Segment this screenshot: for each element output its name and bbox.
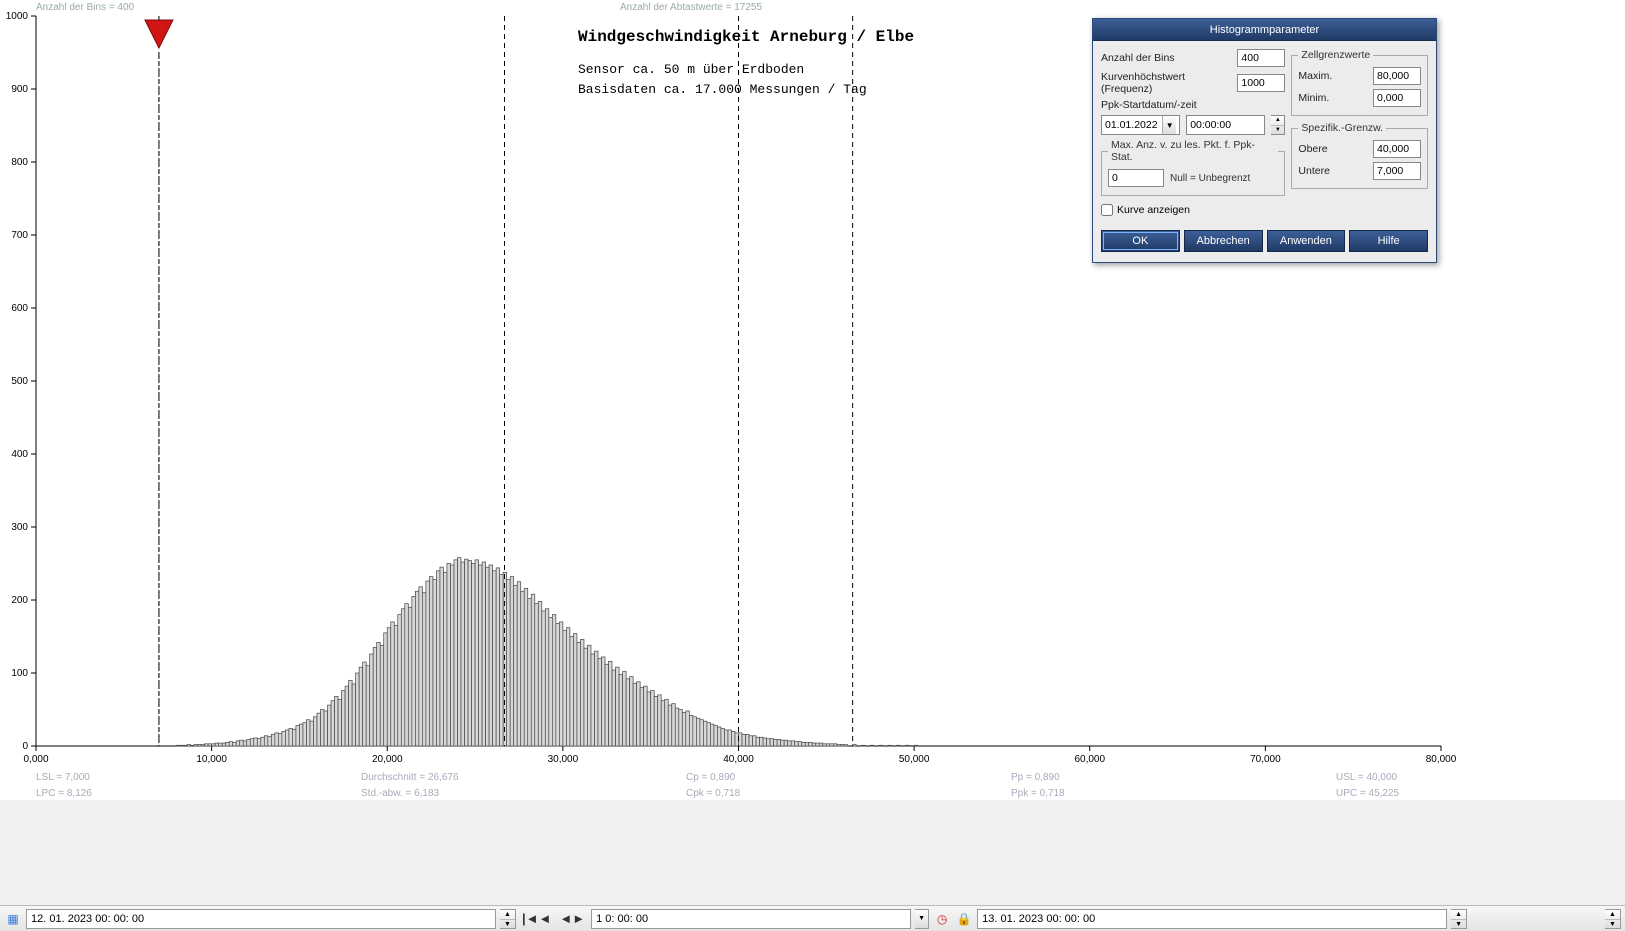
limit-max-label: Maxim. (1298, 70, 1369, 82)
svg-text:40,000: 40,000 (723, 754, 754, 765)
bins-input[interactable] (1237, 49, 1285, 67)
svg-text:900: 900 (11, 84, 28, 95)
step-dropdown[interactable]: ▼ (915, 909, 929, 929)
stat-std: Std.-abw. = 6,183 (325, 788, 650, 799)
end-spinner[interactable]: ▲▼ (1605, 909, 1621, 929)
svg-text:100: 100 (11, 668, 28, 679)
spec-upper-label: Obere (1298, 143, 1369, 155)
svg-text:20,000: 20,000 (372, 754, 403, 765)
cell-limits-legend: Zellgrenzwerte (1298, 49, 1373, 61)
maxpoints-input[interactable] (1108, 169, 1164, 187)
bottom-toolbar: ▦ 12. 01. 2023 00: 00: 00 ▲▼ |◄◄ ◄► 1 0:… (0, 905, 1625, 931)
stat-lpc: LPC = 8,126 (0, 788, 325, 799)
svg-text:400: 400 (11, 449, 28, 460)
svg-text:0: 0 (22, 741, 28, 752)
svg-text:10,000: 10,000 (196, 754, 227, 765)
ppk-time-input[interactable]: 00:00:00 (1186, 115, 1265, 135)
date-to-spinner[interactable]: ▲▼ (1451, 909, 1467, 929)
spec-lower-label: Untere (1298, 165, 1369, 177)
step-input[interactable]: 1 0: 00: 00 (591, 909, 911, 929)
stats-row-2: LPC = 8,126 Std.-abw. = 6,183 Cpk = 0,71… (0, 788, 1625, 799)
limit-min-input[interactable] (1373, 89, 1421, 107)
ppk-time-spinner[interactable]: ▲▼ (1271, 115, 1285, 135)
date-from-input[interactable]: 12. 01. 2023 00: 00: 00 (26, 909, 496, 929)
svg-text:70,000: 70,000 (1250, 754, 1281, 765)
limit-max-input[interactable] (1373, 67, 1421, 85)
date-from-spinner[interactable]: ▲▼ (500, 909, 516, 929)
stat-cpk: Cpk = 0,718 (650, 788, 975, 799)
ppk-start-label: Ppk-Startdatum/-zeit (1101, 99, 1285, 111)
stat-lsl: LSL = 7,000 (0, 772, 325, 783)
svg-text:200: 200 (11, 595, 28, 606)
svg-text:800: 800 (11, 157, 28, 168)
svg-text:700: 700 (11, 230, 28, 241)
limit-min-label: Minim. (1298, 92, 1369, 104)
chevron-down-icon[interactable]: ▼ (1162, 116, 1176, 134)
svg-text:80,000: 80,000 (1426, 754, 1457, 765)
spec-limits-legend: Spezifik.-Grenzw. (1298, 122, 1386, 134)
svg-text:1000: 1000 (6, 11, 29, 22)
nav-first-icon[interactable]: |◄◄ (520, 911, 553, 926)
lock-icon[interactable]: 🔒 (955, 910, 973, 928)
stat-cp: Cp = 0,890 (650, 772, 975, 783)
clock-icon[interactable]: ◷ (933, 910, 951, 928)
spec-limits-group: Spezifik.-Grenzw. Obere Untere (1291, 122, 1428, 189)
svg-text:50,000: 50,000 (899, 754, 930, 765)
svg-text:30,000: 30,000 (548, 754, 579, 765)
maxpoints-group: Max. Anz. v. zu les. Pkt. f. Ppk-Stat. N… (1101, 139, 1285, 196)
svg-text:60,000: 60,000 (1074, 754, 1105, 765)
svg-text:0,000: 0,000 (23, 754, 48, 765)
ppk-date-input[interactable]: 01.01.2022 ▼ (1101, 115, 1180, 135)
stat-avg: Durchschnitt = 26,676 (325, 772, 650, 783)
spec-upper-input[interactable] (1373, 140, 1421, 158)
svg-text:600: 600 (11, 303, 28, 314)
show-curve-checkbox[interactable] (1101, 204, 1113, 216)
apply-button[interactable]: Anwenden (1267, 230, 1346, 252)
curve-max-label: Kurvenhöchstwert (Frequenz) (1101, 71, 1233, 95)
curve-max-input[interactable] (1237, 74, 1285, 92)
nav-expand-icon[interactable]: ◄► (557, 911, 587, 926)
dialog-title: Histogrammparameter (1093, 19, 1436, 41)
cell-limits-group: Zellgrenzwerte Maxim. Minim. (1291, 49, 1428, 116)
stat-pp: Pp = 0,890 (975, 772, 1300, 783)
spec-lower-input[interactable] (1373, 162, 1421, 180)
maxpoints-legend: Max. Anz. v. zu les. Pkt. f. Ppk-Stat. (1108, 139, 1278, 163)
bins-label: Anzahl der Bins (1101, 52, 1233, 64)
svg-text:300: 300 (11, 522, 28, 533)
cancel-button[interactable]: Abbrechen (1184, 230, 1263, 252)
histogram-parameter-dialog: Histogrammparameter Anzahl der Bins Kurv… (1092, 18, 1437, 263)
show-curve-label: Kurve anzeigen (1117, 204, 1190, 216)
null-note-text: Null = Unbegrenzt (1170, 173, 1250, 184)
stat-usl: USL = 40,000 (1300, 772, 1625, 783)
help-button[interactable]: Hilfe (1349, 230, 1428, 252)
stats-row-1: LSL = 7,000 Durchschnitt = 26,676 Cp = 0… (0, 772, 1625, 783)
calendar-icon[interactable]: ▦ (4, 910, 22, 928)
stat-upc: UPC = 45,225 (1300, 788, 1625, 799)
stat-ppk: Ppk = 0,718 (975, 788, 1300, 799)
svg-text:500: 500 (11, 376, 28, 387)
ok-button[interactable]: OK (1101, 230, 1180, 252)
date-to-input[interactable]: 13. 01. 2023 00: 00: 00 (977, 909, 1447, 929)
